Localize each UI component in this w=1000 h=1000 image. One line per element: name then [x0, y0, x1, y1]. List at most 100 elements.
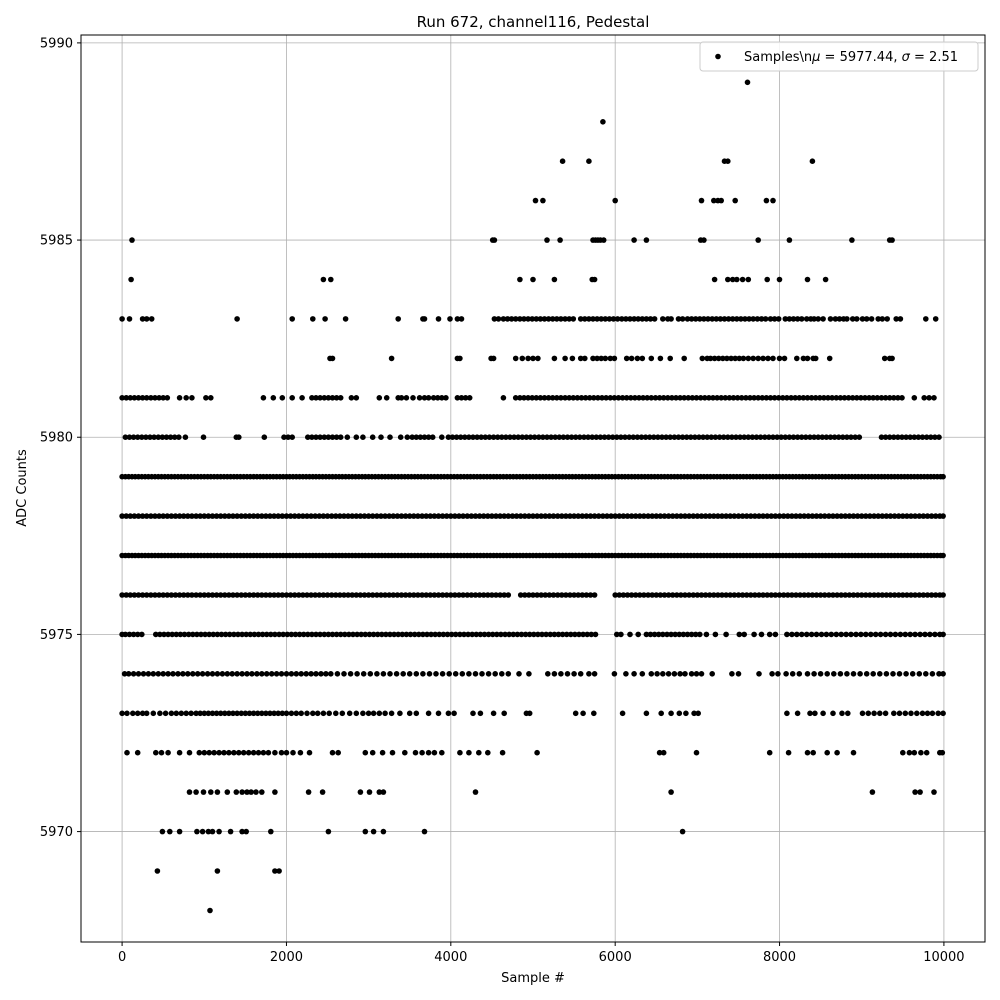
data-point: [360, 434, 366, 441]
data-point: [703, 631, 710, 638]
data-point: [420, 671, 426, 677]
data-point: [222, 592, 228, 598]
x-tick-label: 8000: [763, 950, 796, 965]
data-point: [558, 671, 564, 677]
data-point: [720, 355, 726, 362]
data-point: [480, 513, 487, 519]
data-point: [231, 631, 237, 638]
data-point: [740, 355, 747, 362]
data-point: [344, 434, 351, 441]
data-point: [272, 868, 278, 874]
data-point: [485, 592, 491, 598]
data-point: [398, 592, 405, 598]
data-point: [435, 513, 442, 519]
data-point: [180, 513, 187, 519]
data-point: [647, 631, 654, 638]
data-point: [290, 749, 296, 756]
data-point: [129, 237, 135, 243]
data-point: [300, 592, 306, 598]
data-point: [165, 749, 171, 756]
data-point: [766, 434, 772, 441]
data-point: [878, 395, 885, 401]
data-point: [725, 276, 731, 283]
data-point: [602, 355, 609, 362]
data-point: [134, 749, 141, 756]
data-point: [696, 434, 702, 441]
data-point: [780, 592, 787, 598]
data-point: [936, 434, 942, 441]
data-point: [427, 592, 434, 598]
data-point: [883, 592, 890, 598]
data-point: [668, 710, 674, 717]
data-point: [413, 710, 420, 717]
data-point: [838, 513, 844, 519]
data-point: [655, 631, 662, 638]
data-point: [439, 513, 446, 519]
data-point: [213, 513, 220, 519]
data-point: [388, 710, 395, 717]
data-point: [768, 513, 775, 519]
legend-sep: ,: [893, 50, 901, 65]
data-point: [426, 671, 433, 677]
data-point: [472, 513, 479, 519]
data-point: [305, 789, 312, 795]
data-point: [387, 671, 393, 677]
data-point: [298, 671, 305, 677]
data-point: [161, 631, 167, 638]
data-point: [875, 592, 881, 598]
data-point: [884, 316, 890, 322]
data-point: [571, 513, 577, 519]
data-point: [551, 631, 558, 638]
data-point: [747, 395, 753, 401]
data-point: [494, 434, 501, 441]
data-point: [676, 710, 683, 717]
data-point: [509, 513, 516, 519]
data-point: [234, 710, 240, 717]
data-point: [833, 631, 840, 638]
data-point: [512, 395, 519, 401]
data-point: [607, 355, 614, 362]
data-point: [428, 631, 434, 638]
data-point: [519, 434, 526, 441]
data-point: [239, 671, 245, 677]
data-point: [729, 434, 735, 441]
data-point: [362, 828, 369, 835]
data-point: [446, 671, 453, 677]
data-point: [217, 710, 224, 717]
data-point: [552, 434, 558, 441]
data-point: [139, 592, 146, 598]
data-point: [782, 434, 789, 441]
data-point: [587, 592, 594, 598]
data-point: [299, 395, 305, 401]
data-point: [631, 237, 637, 243]
data-point: [341, 513, 347, 519]
data-point: [912, 513, 918, 519]
data-point: [863, 316, 870, 322]
legend-sigma-symbol: σ: [902, 50, 911, 65]
data-point: [423, 592, 430, 598]
data-point: [712, 434, 719, 441]
data-point: [628, 592, 635, 598]
data-point: [489, 592, 495, 598]
data-point: [160, 592, 166, 598]
data-point: [794, 631, 800, 638]
data-point: [554, 592, 561, 598]
data-point: [775, 316, 782, 322]
data-point: [784, 631, 790, 638]
data-point: [684, 316, 691, 322]
data-point: [202, 631, 208, 638]
data-point: [305, 631, 311, 638]
data-point: [821, 513, 828, 519]
data-point: [900, 749, 906, 756]
data-point: [394, 592, 401, 598]
data-point: [354, 671, 360, 677]
data-point: [698, 671, 705, 677]
data-point: [732, 197, 738, 204]
data-point: [214, 671, 221, 677]
data-point: [658, 710, 664, 717]
data-point: [764, 276, 770, 283]
data-point: [457, 434, 464, 441]
data-point: [891, 592, 898, 598]
data-point: [609, 434, 616, 441]
data-point: [759, 395, 766, 401]
